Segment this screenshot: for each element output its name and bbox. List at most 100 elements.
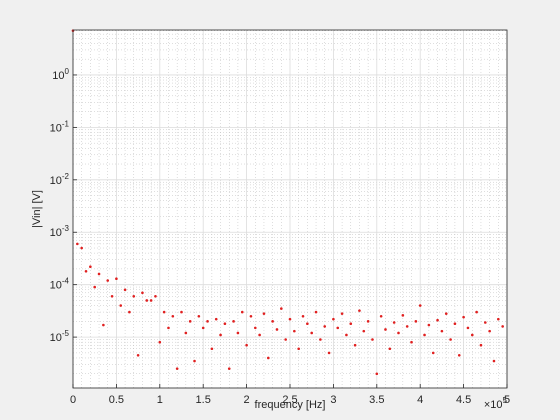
point — [149, 299, 153, 302]
grid — [72, 30, 508, 388]
point — [345, 333, 348, 337]
point — [405, 325, 409, 328]
point — [280, 307, 283, 310]
point — [470, 333, 474, 337]
point — [497, 317, 500, 321]
point — [119, 304, 123, 307]
point — [427, 323, 431, 327]
point — [332, 317, 335, 321]
point — [197, 314, 201, 318]
point — [327, 351, 331, 355]
x-exponent-label: ×105 — [484, 396, 508, 411]
point — [171, 314, 175, 318]
point — [219, 333, 222, 337]
point — [167, 326, 170, 330]
point — [232, 320, 235, 323]
point — [271, 320, 274, 323]
point — [379, 314, 383, 318]
point — [284, 338, 287, 341]
point — [136, 353, 140, 357]
point — [475, 310, 478, 314]
point — [206, 320, 209, 323]
point — [132, 295, 136, 298]
x-tick-label: 5 — [504, 394, 510, 406]
point — [340, 312, 344, 315]
point — [371, 338, 374, 341]
point — [180, 310, 183, 314]
point — [245, 343, 248, 347]
point — [401, 314, 405, 317]
point — [388, 347, 392, 351]
point — [501, 325, 504, 328]
point — [249, 314, 253, 318]
point — [210, 347, 214, 351]
point — [375, 372, 379, 376]
y-axis-label: |Vin| [V] — [31, 190, 43, 228]
point — [188, 320, 192, 323]
point — [123, 288, 127, 292]
point — [110, 295, 114, 298]
point — [306, 322, 309, 326]
x-tick-label: 2.5 — [282, 394, 297, 406]
point — [479, 343, 483, 347]
point — [236, 331, 240, 335]
y-tick-label: 10-2 — [50, 172, 70, 187]
point — [462, 315, 465, 319]
point — [431, 351, 435, 355]
point — [89, 265, 92, 269]
point — [214, 317, 218, 321]
point — [106, 279, 110, 282]
point — [240, 310, 244, 314]
point — [436, 318, 439, 322]
point — [184, 331, 188, 335]
point — [484, 321, 487, 324]
point — [80, 246, 83, 250]
point — [223, 322, 227, 326]
marks — [71, 29, 504, 376]
point — [115, 277, 118, 281]
point — [314, 310, 318, 314]
x-tick-label: 4.5 — [456, 394, 471, 406]
x-tick-label: 0 — [70, 394, 76, 406]
point — [84, 269, 88, 273]
point — [102, 323, 105, 327]
point — [93, 285, 96, 289]
x-tick-label: 3.5 — [369, 394, 384, 406]
point — [267, 356, 270, 360]
point — [319, 338, 322, 341]
point — [253, 326, 257, 330]
x-tick-label: 3 — [330, 394, 336, 406]
point — [175, 367, 179, 370]
point — [201, 326, 205, 330]
point — [262, 312, 266, 315]
point — [449, 338, 452, 341]
point — [145, 299, 149, 302]
point — [162, 310, 166, 314]
point — [410, 340, 413, 344]
point — [154, 295, 157, 298]
point — [418, 304, 422, 307]
point — [423, 333, 426, 337]
point — [349, 322, 353, 326]
x-tick-label: 1 — [157, 394, 163, 406]
y-tick-label: 10-4 — [50, 277, 70, 292]
point — [488, 329, 491, 333]
point — [444, 312, 448, 315]
y-tick-label: 10-3 — [50, 224, 70, 239]
point — [301, 314, 305, 318]
point — [414, 320, 418, 323]
point — [492, 359, 496, 363]
point — [366, 320, 370, 323]
point — [466, 326, 470, 330]
x-axis-label: frequency [Hz] — [255, 399, 326, 411]
point — [323, 325, 327, 328]
point — [362, 329, 366, 333]
point — [397, 331, 400, 335]
point — [392, 321, 396, 324]
point — [310, 331, 314, 335]
point — [97, 272, 101, 276]
x-tick-label: 2 — [244, 394, 250, 406]
point — [158, 340, 162, 344]
point — [293, 329, 296, 333]
